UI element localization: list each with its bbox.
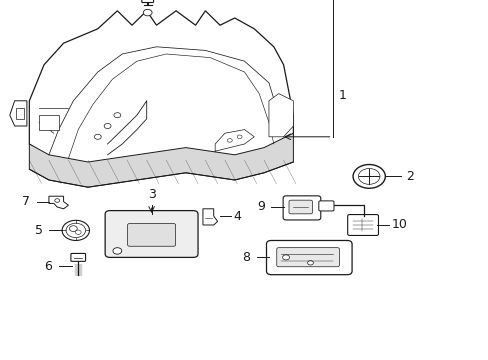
Bar bbox=[16, 108, 24, 119]
Circle shape bbox=[358, 168, 379, 184]
FancyBboxPatch shape bbox=[127, 224, 175, 246]
Circle shape bbox=[352, 165, 385, 188]
FancyBboxPatch shape bbox=[71, 253, 85, 261]
Text: 10: 10 bbox=[390, 219, 406, 231]
Text: 1: 1 bbox=[338, 89, 346, 102]
Text: 9: 9 bbox=[257, 201, 264, 213]
Circle shape bbox=[113, 248, 122, 254]
FancyBboxPatch shape bbox=[318, 201, 333, 211]
Circle shape bbox=[69, 226, 77, 231]
FancyBboxPatch shape bbox=[105, 211, 198, 257]
Text: 4: 4 bbox=[233, 210, 241, 222]
Circle shape bbox=[104, 123, 111, 129]
FancyBboxPatch shape bbox=[283, 196, 320, 220]
FancyBboxPatch shape bbox=[142, 0, 153, 3]
Circle shape bbox=[75, 230, 81, 234]
Circle shape bbox=[227, 139, 232, 142]
Circle shape bbox=[307, 261, 313, 265]
Circle shape bbox=[94, 134, 101, 139]
Bar bbox=[39, 115, 59, 130]
Polygon shape bbox=[10, 101, 27, 126]
Circle shape bbox=[66, 223, 85, 238]
Polygon shape bbox=[203, 209, 217, 225]
Text: 7: 7 bbox=[22, 195, 30, 208]
Circle shape bbox=[143, 9, 152, 16]
Text: 6: 6 bbox=[44, 260, 52, 273]
FancyBboxPatch shape bbox=[276, 248, 339, 267]
Text: 2: 2 bbox=[405, 170, 413, 183]
Polygon shape bbox=[49, 196, 68, 209]
Circle shape bbox=[237, 135, 242, 139]
Circle shape bbox=[282, 255, 289, 260]
Text: 8: 8 bbox=[242, 251, 250, 264]
Polygon shape bbox=[268, 94, 293, 137]
Circle shape bbox=[55, 199, 60, 202]
Text: 3: 3 bbox=[147, 188, 155, 201]
Circle shape bbox=[114, 113, 121, 118]
FancyBboxPatch shape bbox=[347, 215, 378, 235]
Circle shape bbox=[62, 220, 89, 240]
FancyBboxPatch shape bbox=[266, 240, 351, 275]
Polygon shape bbox=[29, 11, 293, 166]
FancyBboxPatch shape bbox=[288, 200, 312, 214]
Polygon shape bbox=[29, 133, 293, 187]
Text: 5: 5 bbox=[35, 224, 42, 237]
